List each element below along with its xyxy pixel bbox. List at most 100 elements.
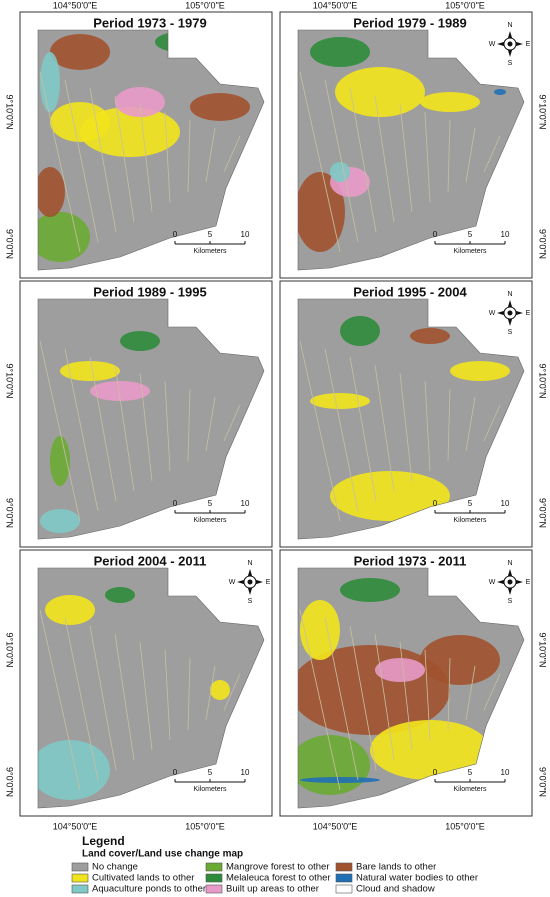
compass-center [507, 41, 513, 47]
road-line [299, 340, 341, 522]
region-outline [297, 29, 525, 271]
panel-title: Period 1995 - 2004 [353, 284, 467, 299]
panel-title: Period 1973 - 1979 [93, 15, 206, 30]
change-patch [210, 680, 230, 700]
legend-title: Legend [82, 834, 125, 848]
legend-label: Cloud and shadow [356, 884, 435, 895]
road-line [139, 103, 153, 213]
scale-label: 5 [208, 230, 213, 239]
scale-label: 5 [468, 230, 473, 239]
compass-label: S [508, 60, 513, 67]
compass-label: E [526, 579, 531, 586]
road-line [205, 127, 216, 183]
compass-center [507, 310, 513, 316]
road-line [349, 87, 377, 233]
longitude-label: 105°0'0"E [445, 0, 485, 10]
latitude-label: 9°0'0"N [5, 767, 15, 797]
road-line [447, 388, 451, 462]
road-line [39, 340, 81, 522]
longitude-label: 104°50'0"E [313, 821, 358, 831]
road-line [39, 609, 81, 791]
map-panel: Period 1973 - 1979 0 5 10 Kilometers [19, 11, 273, 279]
road-line [39, 71, 81, 253]
change-patch [40, 509, 80, 533]
road-line [223, 135, 241, 173]
legend-swatch [71, 873, 89, 883]
change-patch [330, 162, 350, 182]
panel-title: Period 2004 - 2011 [94, 553, 207, 568]
change-patch [300, 600, 340, 660]
change-patch [115, 87, 165, 117]
road-line [324, 348, 359, 512]
change-patch [50, 436, 70, 486]
latitude-label: 9°10'0"N [5, 94, 15, 129]
legend-swatch [71, 862, 89, 872]
road-line [349, 625, 377, 771]
latitude-label: 9°10'0"N [538, 94, 548, 129]
change-patch [340, 316, 380, 346]
longitude-label: 105°0'0"E [185, 821, 225, 831]
change-patch [370, 720, 490, 780]
legend-label: No change [92, 862, 138, 873]
change-patch [38, 212, 90, 262]
region-outline [37, 567, 265, 809]
change-patch [50, 34, 110, 70]
road-line [205, 665, 216, 721]
scale-label: 0 [433, 230, 438, 239]
change-patch [494, 89, 506, 95]
compass-label: S [508, 329, 513, 336]
legend-swatch [205, 884, 223, 894]
compass-label: W [229, 579, 236, 586]
compass-label: N [507, 560, 512, 567]
region-outline [297, 298, 525, 540]
legend-swatch [335, 862, 353, 872]
scale-label: 10 [241, 499, 250, 508]
study-area [38, 30, 264, 270]
road-line [447, 657, 451, 731]
change-patch [450, 361, 510, 381]
region-outline [297, 567, 525, 809]
region-outline [37, 298, 265, 540]
change-patch [340, 578, 400, 602]
change-patch [60, 361, 120, 381]
compass-label: E [266, 579, 271, 586]
road-line [399, 103, 413, 213]
road-line [483, 673, 501, 711]
legend-swatch [335, 873, 353, 883]
scale-label: 10 [241, 768, 250, 777]
road-line [114, 95, 135, 223]
road-line [64, 617, 99, 781]
road-line [324, 79, 359, 243]
scale-label: 0 [433, 499, 438, 508]
scale-label: 5 [208, 768, 213, 777]
scale-unit: Kilometers [193, 786, 227, 793]
road-line [187, 388, 191, 462]
road-line [424, 649, 431, 741]
legend-label: Built up areas to other [226, 884, 319, 895]
road-line [139, 372, 153, 482]
map-panel: Period 1989 - 1995 0 5 10 Kilometers [19, 280, 273, 548]
road-line [164, 380, 171, 472]
latitude-label: 9°10'0"N [538, 363, 548, 398]
compass-label: W [489, 41, 496, 48]
scale-label: 5 [468, 499, 473, 508]
change-patch [45, 595, 95, 625]
change-patch [298, 172, 345, 252]
road-line [424, 111, 431, 203]
road-line [374, 633, 395, 761]
legend-label: Cultivated lands to other [92, 873, 194, 884]
compass-label: W [489, 310, 496, 317]
road-line [399, 372, 413, 482]
road-line [349, 356, 377, 502]
change-patch [105, 587, 135, 603]
road-line [64, 79, 99, 243]
legend-swatch [205, 862, 223, 872]
scale-label: 10 [501, 768, 510, 777]
longitude-label: 105°0'0"E [185, 0, 225, 10]
road-line [299, 609, 341, 791]
scale-label: 10 [241, 230, 250, 239]
region-outline [37, 29, 265, 271]
legend-label: Natural water bodies to other [356, 873, 478, 884]
road-line [164, 111, 171, 203]
